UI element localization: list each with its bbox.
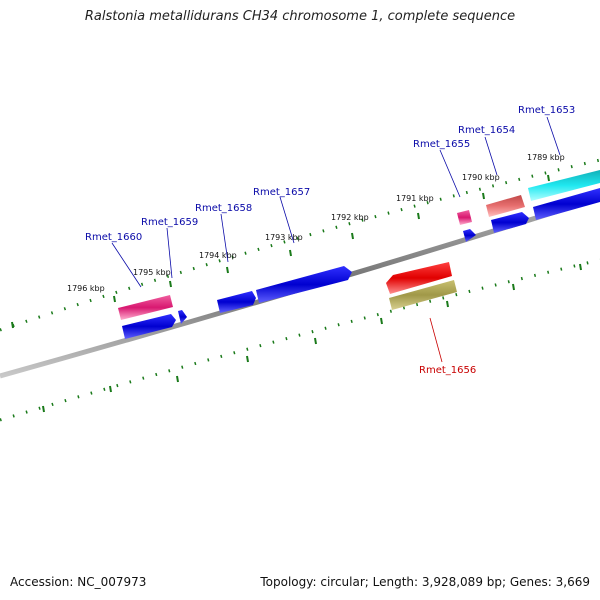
gene-rmet-1658[interactable] — [217, 291, 256, 313]
scale-label: 1793 kbp — [265, 233, 303, 242]
gene-rmet-1660b[interactable] — [122, 314, 176, 339]
genome-summary-text: Topology: circular; Length: 3,928,089 bp… — [260, 575, 590, 589]
map-title: Ralstonia metallidurans CH34 chromosome … — [84, 9, 516, 24]
forward-genes — [118, 170, 600, 320]
scale-labels: 1789 kbp 1790 kbp 1791 kbp 1792 kbp 1793… — [67, 153, 565, 293]
highlight-genes — [386, 262, 457, 310]
scale-label: 1792 kbp — [331, 213, 369, 222]
scale-label: 1791 kbp — [396, 194, 434, 203]
gene-rmet-1657[interactable] — [256, 266, 352, 303]
scale-label: 1794 kbp — [199, 251, 237, 260]
gene-label: Rmet_1654 — [458, 125, 515, 136]
gene-labels: Rmet_1653 Rmet_1654 Rmet_1655 Rmet_1657 … — [85, 105, 575, 376]
scale-label: 1795 kbp — [133, 268, 171, 277]
gene-rmet-1656[interactable] — [386, 262, 452, 294]
gene-label: Rmet_1660 — [85, 232, 142, 243]
scale-label: 1789 kbp — [527, 153, 565, 162]
accession-text: Accession: NC_007973 — [10, 575, 147, 589]
gene-label: Rmet_1656 — [419, 365, 476, 376]
gene-label: Rmet_1653 — [518, 105, 575, 116]
outer-tick-track — [0, 158, 600, 332]
gene-rmet-1654b[interactable] — [491, 212, 529, 233]
gene-rmet-1654[interactable] — [486, 195, 525, 217]
gene-rmet-1656-feature[interactable] — [389, 280, 457, 310]
gene-label: Rmet_1659 — [141, 217, 198, 228]
gene-label: Rmet_1658 — [195, 203, 252, 214]
gene-rmet-1660[interactable] — [118, 295, 173, 320]
gene-rmet-1655[interactable] — [457, 210, 472, 225]
gene-rmet-1655b[interactable] — [463, 229, 476, 242]
gene-label: Rmet_1655 — [413, 139, 470, 150]
inner-tick-track — [0, 258, 600, 422]
gene-rmet-1653[interactable] — [528, 170, 600, 201]
gene-rmet-1659[interactable] — [178, 310, 187, 324]
label-leaders — [111, 116, 561, 363]
gene-rmet-1653b[interactable] — [533, 188, 600, 220]
gene-label: Rmet_1657 — [253, 187, 310, 198]
scale-label: 1796 kbp — [67, 284, 105, 293]
reverse-genes — [122, 188, 600, 339]
scale-label: 1790 kbp — [462, 173, 500, 182]
